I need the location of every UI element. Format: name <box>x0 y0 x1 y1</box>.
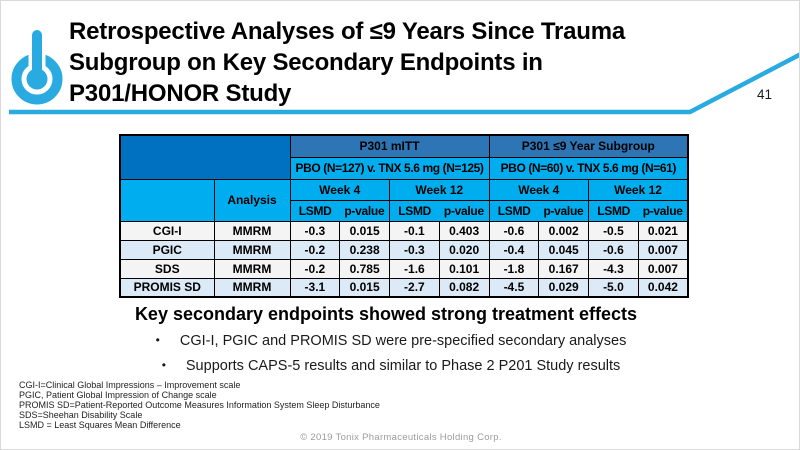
stat-header-lsmd: LSMD <box>389 199 440 222</box>
footnotes: CGI-I=Clinical Global Impressions – Impr… <box>19 380 380 431</box>
bullet-icon: • <box>161 358 166 372</box>
table-cell: -5.0 <box>588 277 639 298</box>
group-header-mitt: P301 mITT <box>289 134 490 158</box>
week-header: Week 4 <box>289 178 390 201</box>
table-cell: -4.5 <box>488 277 540 298</box>
endpoint-label: SDS <box>119 258 215 279</box>
table-cell: -2.7 <box>389 277 440 298</box>
table-cell: -0.5 <box>588 220 639 241</box>
footnote-line: PROMIS SD=Patient-Reported Outcome Measu… <box>19 399 380 410</box>
table-cell: 0.101 <box>438 258 490 279</box>
table-cell: -1.8 <box>488 258 540 279</box>
group-header-subgroup: P301 ≤9 Year Subgroup <box>488 134 689 158</box>
table-cell: -0.1 <box>389 220 440 241</box>
table-cell: 0.785 <box>339 258 390 279</box>
table-cell: 0.015 <box>339 220 390 241</box>
table-cell: 0.002 <box>538 220 590 241</box>
week-header: Week 4 <box>488 178 590 201</box>
table-week-row: Analysis Week 4 Week 12 Week 4 Week 12 <box>119 178 689 222</box>
table-row-pgic: PGIC MMRM -0.2 0.238 -0.3 0.020 -0.4 0.0… <box>119 239 689 260</box>
table-cell: -0.2 <box>289 239 341 260</box>
stat-header-pvalue: p-value <box>638 199 689 222</box>
footnote-line: PGIC, Patient Global Impression of Chang… <box>19 389 217 400</box>
comparison-header-subgroup: PBO (N=60) v. TNX 5.6 mg (N=61) <box>488 156 689 180</box>
bullet-item: • Supports CAPS-5 results and similar to … <box>61 358 721 374</box>
accent-divider-line <box>9 52 799 115</box>
bullet-icon: • <box>155 333 160 347</box>
analysis-header: Analysis <box>213 178 291 222</box>
results-table: P301 mITT P301 ≤9 Year Subgroup PBO (N=1… <box>119 134 690 298</box>
table-cell: -3.1 <box>289 277 341 298</box>
endpoint-label: PROMIS SD <box>119 277 215 298</box>
table-cell: -1.6 <box>389 258 440 279</box>
footnote-line: LSMD = Least Squares Mean Difference <box>19 419 181 430</box>
table-row-cgi-i: CGI-I MMRM -0.3 0.015 -0.1 0.403 -0.6 0.… <box>119 220 689 241</box>
page-number: 41 <box>757 87 773 102</box>
table-cell: 0.082 <box>438 277 490 298</box>
table-corner-cell <box>119 134 291 180</box>
table-cell: -0.4 <box>488 239 540 260</box>
stat-header-pvalue: p-value <box>339 199 390 222</box>
title-line-3: P301/HONOR Study <box>69 80 292 107</box>
table-cell: 0.007 <box>637 239 689 260</box>
copyright-notice: © 2019 Tonix Pharmaceuticals Holding Cor… <box>300 432 502 443</box>
endpoint-label: CGI-I <box>119 220 215 241</box>
stat-header-lsmd: LSMD <box>488 199 539 222</box>
tonix-power-logo-icon <box>11 26 63 105</box>
table-cell: -0.6 <box>588 239 639 260</box>
stat-header-lsmd: LSMD <box>289 199 340 222</box>
week-header: Week 12 <box>389 178 490 201</box>
table-row-promis-sd: PROMIS SD MMRM -3.1 0.015 -2.7 0.082 -4.… <box>119 277 689 298</box>
table-group-header-row: P301 mITT P301 ≤9 Year Subgroup <box>119 134 689 180</box>
endpoint-header-blank <box>119 178 215 222</box>
week-header: Week 12 <box>588 178 689 201</box>
stat-header-pvalue: p-value <box>439 199 490 222</box>
analysis-value: MMRM <box>213 258 291 279</box>
bullet-text: Supports CAPS-5 results and similar to P… <box>185 358 621 374</box>
key-findings-heading: Key secondary endpoints showed strong tr… <box>134 304 638 324</box>
title-line-2: Subgroup on Key Secondary Endpoints in <box>69 49 543 76</box>
table-cell: -0.3 <box>389 239 440 260</box>
title-line-1: Retrospective Analyses of ≤9 Years Since… <box>69 18 626 45</box>
stat-header-pvalue: p-value <box>538 199 590 222</box>
footnote-line: CGI-I=Clinical Global Impressions – Impr… <box>19 380 241 390</box>
table-cell: 0.021 <box>637 220 689 241</box>
footnote-line: SDS=Sheehan Disability Scale <box>19 409 143 420</box>
table-cell: -0.2 <box>289 258 341 279</box>
table-cell: 0.029 <box>538 277 590 298</box>
table-cell: 0.015 <box>339 277 390 298</box>
bullet-item: • CGI-I, PGIC and PROMIS SD were pre-spec… <box>61 333 721 349</box>
slide-title: Retrospective Analyses of ≤9 Years Since… <box>69 16 769 109</box>
stat-header-lsmd: LSMD <box>588 199 639 222</box>
table-cell: -0.6 <box>488 220 540 241</box>
comparison-header-mitt: PBO (N=127) v. TNX 5.6 mg (N=125) <box>289 156 490 180</box>
table-cell: 0.238 <box>339 239 390 260</box>
table-cell: 0.020 <box>438 239 490 260</box>
table-cell: 0.045 <box>538 239 590 260</box>
table-row-sds: SDS MMRM -0.2 0.785 -1.6 0.101 -1.8 0.16… <box>119 258 689 279</box>
table-cell: 0.042 <box>637 277 689 298</box>
bullet-text: CGI-I, PGIC and PROMIS SD were pre-speci… <box>179 333 627 349</box>
endpoint-label: PGIC <box>119 239 215 260</box>
analysis-value: MMRM <box>213 277 291 298</box>
table-cell: 0.403 <box>438 220 490 241</box>
table-cell: -0.3 <box>289 220 341 241</box>
table-cell: -4.3 <box>588 258 639 279</box>
table-cell: 0.007 <box>637 258 689 279</box>
table-stat-header-row: LSMD p-value LSMD p-value LSMD p-value L… <box>120 199 689 222</box>
analysis-value: MMRM <box>213 239 291 260</box>
table-cell: 0.167 <box>538 258 590 279</box>
analysis-value: MMRM <box>213 220 291 241</box>
